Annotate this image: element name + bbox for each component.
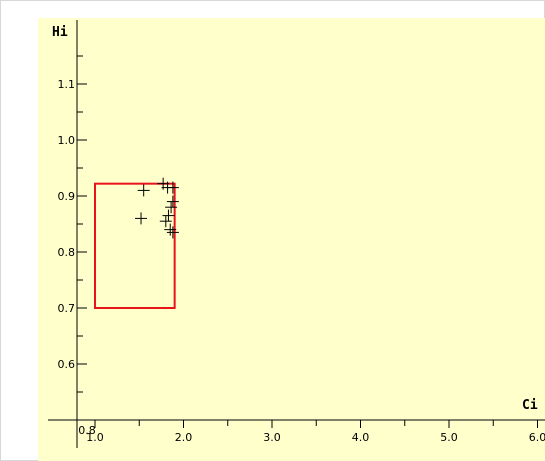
x-axis-label: Ci (522, 398, 538, 413)
data-point (159, 215, 172, 228)
y-tick-label: 1.1 (58, 78, 76, 91)
data-point (164, 223, 177, 236)
data-point (166, 181, 179, 194)
x-tick-label: 1.0 (86, 431, 104, 444)
x-tick-label: 3.0 (263, 431, 281, 444)
y-tick-label: 0.9 (58, 190, 76, 203)
region-rectangle (94, 182, 176, 309)
x-tick-label: 4.0 (352, 431, 370, 444)
data-point (165, 201, 178, 214)
data-point (137, 184, 150, 197)
y-tick-label: 0.8 (58, 246, 76, 259)
x-tick-label: 6.0 (529, 431, 545, 444)
y-tick-label: 0.6 (58, 358, 76, 371)
plot-background (38, 18, 545, 461)
data-point (162, 209, 175, 222)
data-point (166, 226, 179, 239)
y-tick-label: 1.0 (58, 134, 76, 147)
data-point (166, 195, 179, 208)
y-tick-label: 0.7 (58, 302, 76, 315)
y-axis-label: Hi (52, 25, 68, 40)
data-point (135, 212, 148, 225)
x-tick-label: 5.0 (440, 431, 458, 444)
x-tick-label: 0.8 (78, 424, 96, 437)
x-tick-label: 2.0 (175, 431, 193, 444)
